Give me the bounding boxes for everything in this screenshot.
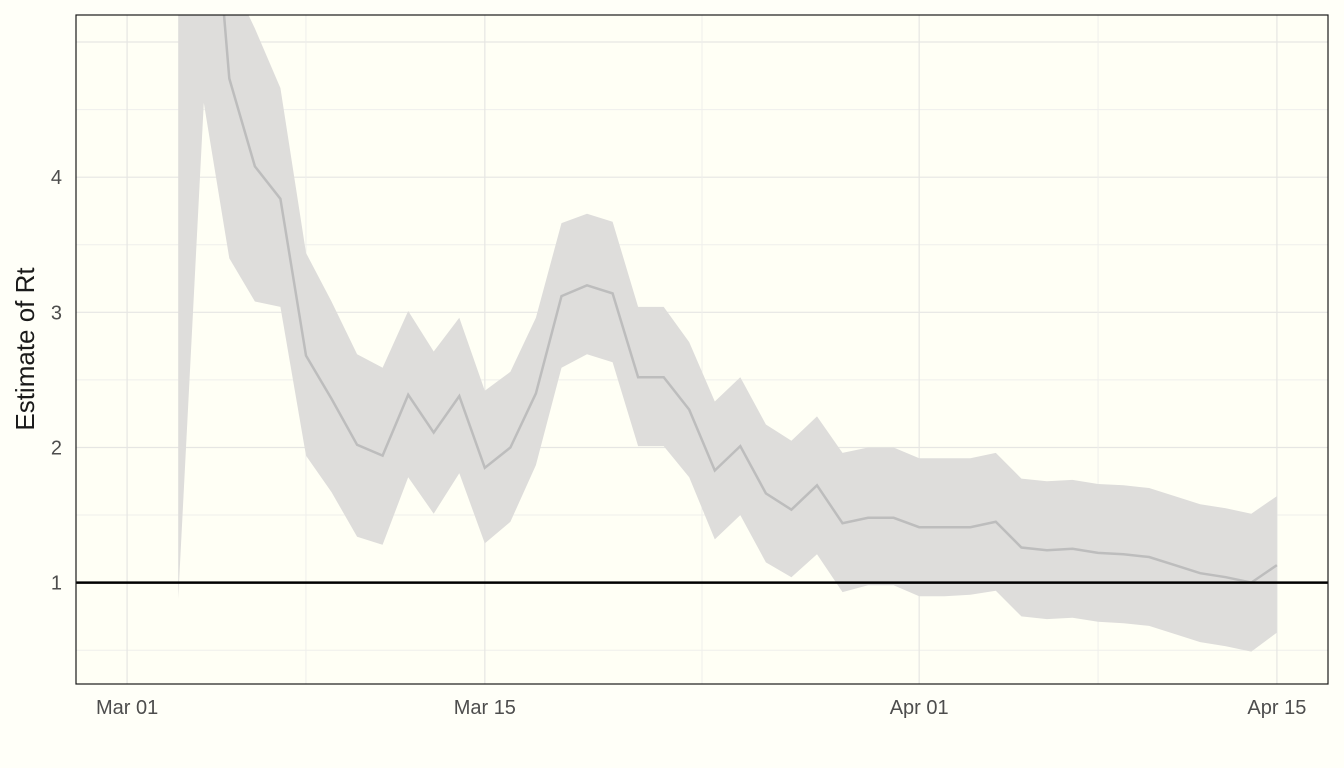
y-tick-label: 4 bbox=[51, 167, 62, 189]
x-tick-label: Mar 15 bbox=[454, 697, 516, 719]
x-axis: Mar 01 Mar 15 Apr 01 Apr 15 bbox=[96, 697, 1306, 719]
y-axis: 1 2 3 4 bbox=[51, 167, 62, 594]
confidence-band bbox=[178, 15, 1277, 652]
rt-estimate-line bbox=[222, 15, 1278, 584]
x-tick-label: Apr 01 bbox=[890, 697, 949, 719]
y-tick-label: 2 bbox=[51, 437, 62, 459]
y-axis-title: Estimate of Rt bbox=[10, 267, 40, 431]
x-tick-label: Mar 01 bbox=[96, 697, 158, 719]
y-tick-label: 3 bbox=[51, 302, 62, 324]
y-tick-label: 1 bbox=[51, 573, 62, 595]
panel-border bbox=[75, 14, 1329, 685]
x-tick-label: Apr 15 bbox=[1247, 697, 1306, 719]
